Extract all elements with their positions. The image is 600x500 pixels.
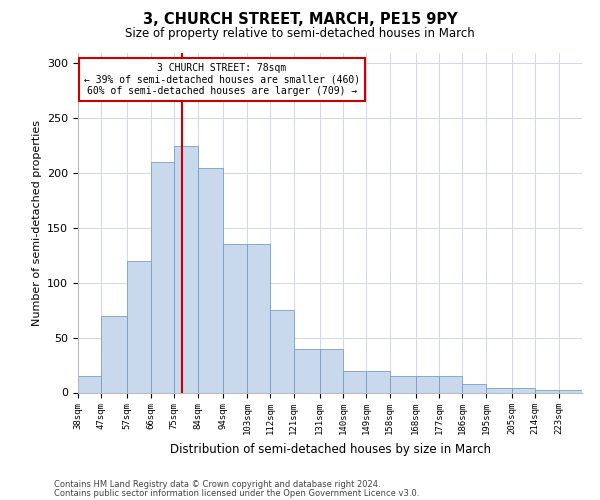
Bar xyxy=(247,244,270,392)
Bar xyxy=(416,376,439,392)
Bar xyxy=(101,316,127,392)
Bar xyxy=(78,376,101,392)
Bar xyxy=(439,376,463,392)
Bar xyxy=(270,310,293,392)
Bar xyxy=(320,348,343,393)
Bar xyxy=(535,390,559,392)
Text: Size of property relative to semi-detached houses in March: Size of property relative to semi-detach… xyxy=(125,28,475,40)
Bar xyxy=(367,370,390,392)
Bar xyxy=(512,388,535,392)
Text: Contains public sector information licensed under the Open Government Licence v3: Contains public sector information licen… xyxy=(54,490,419,498)
Bar xyxy=(127,261,151,392)
X-axis label: Distribution of semi-detached houses by size in March: Distribution of semi-detached houses by … xyxy=(170,443,491,456)
Bar xyxy=(197,168,223,392)
Bar xyxy=(390,376,416,392)
Text: 3 CHURCH STREET: 78sqm
← 39% of semi-detached houses are smaller (460)
60% of se: 3 CHURCH STREET: 78sqm ← 39% of semi-det… xyxy=(83,62,360,96)
Y-axis label: Number of semi-detached properties: Number of semi-detached properties xyxy=(32,120,41,326)
Bar xyxy=(486,388,512,392)
Bar xyxy=(343,370,367,392)
Bar xyxy=(174,146,197,392)
Bar xyxy=(223,244,247,392)
Bar xyxy=(151,162,174,392)
Text: 3, CHURCH STREET, MARCH, PE15 9PY: 3, CHURCH STREET, MARCH, PE15 9PY xyxy=(143,12,457,28)
Bar xyxy=(293,348,320,393)
Bar xyxy=(463,384,486,392)
Bar xyxy=(559,390,582,392)
Text: Contains HM Land Registry data © Crown copyright and database right 2024.: Contains HM Land Registry data © Crown c… xyxy=(54,480,380,489)
